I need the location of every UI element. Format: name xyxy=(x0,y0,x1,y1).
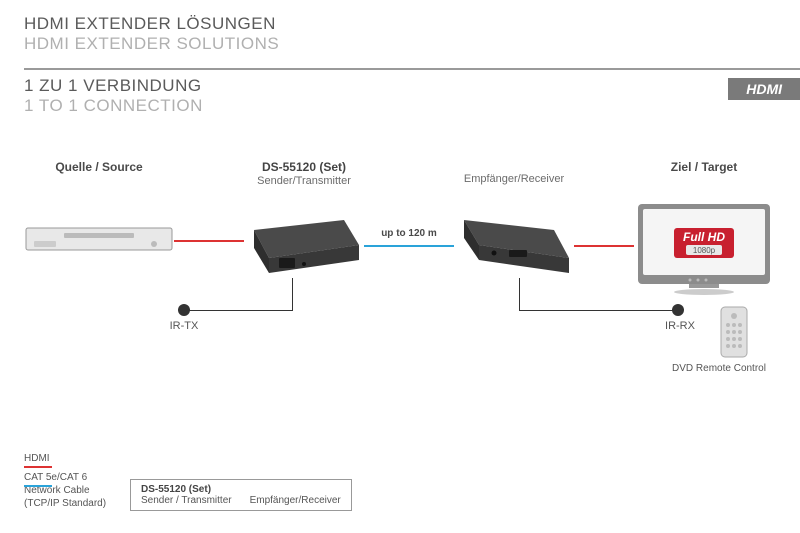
legend-hdmi-label: HDMI xyxy=(24,453,50,464)
legend-hdmi-swatch xyxy=(24,466,52,468)
ir-tx-label: IR-TX xyxy=(164,320,204,332)
ir-tx-dot-icon xyxy=(178,304,190,316)
source-label: Quelle / Source xyxy=(24,160,174,174)
ir-tx-line-v xyxy=(292,278,293,311)
legend-product-box: DS-55120 (Set) Sender / Transmitter Empf… xyxy=(130,479,352,511)
legend-box-model: DS-55120 (Set) xyxy=(141,484,232,495)
divider xyxy=(24,68,800,70)
legend-hdmi-swatch-row xyxy=(24,466,106,468)
distance-label: up to 120 m xyxy=(364,228,454,239)
subheader: 1 ZU 1 VERBINDUNG 1 TO 1 CONNECTION HDMI xyxy=(0,76,800,120)
hdmi-cable-source-tx xyxy=(174,240,244,242)
header: HDMI EXTENDER LÖSUNGEN HDMI EXTENDER SOL… xyxy=(0,0,800,62)
rx-role-label: Empfänger/Receiver xyxy=(454,173,574,185)
fullhd-text: Full HD xyxy=(683,230,725,244)
ir-rx-line-h xyxy=(519,310,677,311)
connection-diagram: Quelle / Source DS-55120 (Set) Sender/Tr… xyxy=(24,160,776,400)
ir-rx-label: IR-RX xyxy=(660,320,700,332)
legend: HDMI CAT 5e/CAT 6 Network Cable (TCP/IP … xyxy=(24,453,106,511)
legend-net-l3: (TCP/IP Standard) xyxy=(24,498,106,509)
target-label: Ziel / Target xyxy=(634,160,774,174)
legend-box-col1: DS-55120 (Set) Sender / Transmitter xyxy=(141,484,232,506)
legend-box-rx: Empfänger/Receiver xyxy=(250,495,341,506)
fullhd-res: 1080p xyxy=(693,246,716,255)
legend-box-col2: Empfänger/Receiver xyxy=(250,484,341,506)
network-cable-tx-rx xyxy=(364,245,454,247)
legend-net-l1: CAT 5e/CAT 6 xyxy=(24,472,106,483)
ir-tx-line-h xyxy=(184,310,292,311)
receiver-device-icon xyxy=(454,210,574,280)
sub-en: 1 TO 1 CONNECTION xyxy=(24,96,776,116)
hdmi-tag: HDMI xyxy=(728,78,800,100)
target-tv-icon: Full HD 1080p xyxy=(634,200,774,300)
remote-icon xyxy=(719,305,749,360)
sub-de: 1 ZU 1 VERBINDUNG xyxy=(24,76,776,96)
ir-rx-dot-icon xyxy=(672,304,684,316)
legend-box-tx: Sender / Transmitter xyxy=(141,495,232,506)
source-device-icon xyxy=(24,220,174,260)
title-en: HDMI EXTENDER SOLUTIONS xyxy=(24,34,776,54)
hdmi-cable-rx-tv xyxy=(574,245,634,247)
transmitter-device-icon xyxy=(244,210,364,280)
title-de: HDMI EXTENDER LÖSUNGEN xyxy=(24,14,776,34)
legend-net-swatch xyxy=(24,485,52,487)
ir-rx-line-v xyxy=(519,278,520,311)
tx-model-label: DS-55120 (Set) xyxy=(244,160,364,174)
legend-hdmi: HDMI xyxy=(24,453,106,464)
remote-label: DVD Remote Control xyxy=(659,363,779,374)
tx-role-label: Sender/Transmitter xyxy=(244,175,364,187)
